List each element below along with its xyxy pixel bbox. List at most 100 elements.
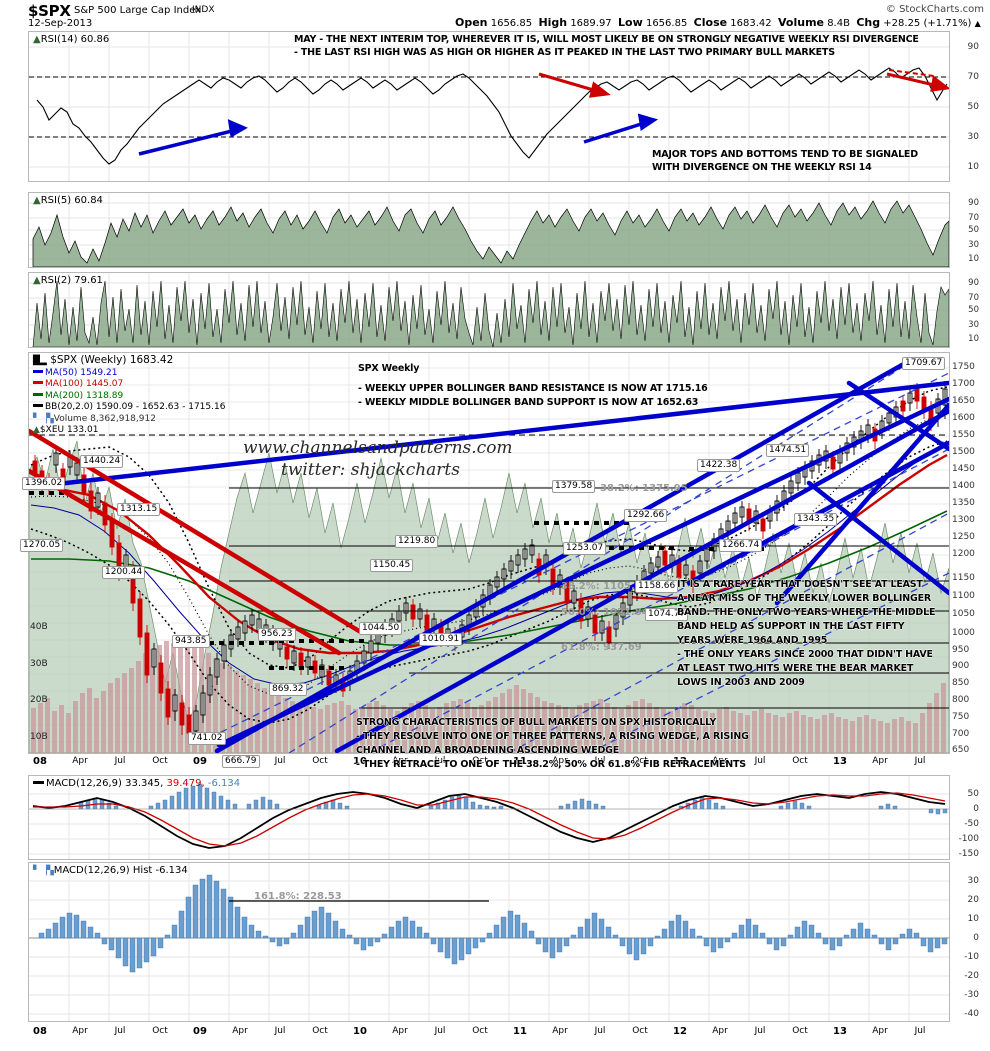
fib-618: 61.8%: 937.69 — [561, 642, 642, 653]
ma50-swatch-icon — [33, 369, 43, 373]
rsi14-tick-90: 90 — [967, 42, 979, 52]
x-tick: 08 — [33, 756, 47, 767]
ma200-swatch-icon — [33, 392, 43, 396]
x-axis-top: 08 Apr Jul Oct 09 Apr Jul Oct 10 Apr Jul… — [28, 756, 950, 770]
annotation-divergence-line2: WITH DIVERGENCE ON THE WEEKLY RSI 14 — [652, 162, 872, 173]
price-tick-1250: 1250 — [952, 532, 975, 542]
x-tick: 11 — [513, 756, 527, 767]
macd-tick-0: 0 — [973, 804, 979, 814]
price-tag: 1010.91 — [419, 633, 463, 646]
x-tick: 08 — [33, 1026, 47, 1037]
fib-500: 50.0%: 1021.84 — [561, 607, 649, 618]
price-tag: 741.02 — [188, 732, 226, 745]
legend-bollinger: BB(20,2.0) 1590.09 - 1652.63 - 1715.16 — [33, 402, 225, 414]
annotation-rsi-top-line1: MAY - THE NEXT INTERIM TOP, WHEREVER IT … — [294, 34, 919, 45]
price-tag: 1044.50 — [359, 622, 403, 635]
rsi14-label: ▲RSI(14) 60.86 — [33, 34, 110, 45]
x-tick: Jul — [594, 1026, 606, 1036]
price-tag: 1292.66 — [624, 509, 668, 522]
x-tick: Jul — [274, 1026, 286, 1036]
volume-tick-40B: 40B — [30, 622, 48, 632]
price-tag: 1253.07 — [563, 542, 607, 555]
price-tick-1200: 1200 — [952, 549, 975, 559]
price-tick-1150: 1150 — [952, 573, 975, 583]
annotation-divergence-line1: MAJOR TOPS AND BOTTOMS TEND TO BE SIGNAL… — [652, 149, 918, 160]
rsi14-tick-10: 10 — [967, 162, 979, 172]
x-tick: Oct — [312, 756, 328, 766]
legend-ma100: MA(100) 1445.07 — [33, 379, 225, 391]
rsi14-tick-50: 50 — [967, 102, 979, 112]
price-tag: 1313.15 — [117, 503, 161, 516]
x-tick: 13 — [833, 1026, 847, 1037]
volume-tick-10B: 10B — [30, 732, 48, 742]
rsi2-svg — [29, 273, 949, 347]
rsi5-tick-50: 50 — [968, 225, 979, 235]
x-tick: Jul — [594, 756, 606, 766]
chg-value: +28.25 (+1.71%) — [883, 18, 972, 29]
x-tick: 12 — [673, 756, 687, 767]
chg-label: Chg — [856, 16, 881, 29]
rsi5-label: ▲RSI(5) 60.84 — [33, 195, 103, 206]
x-tick: Jul — [434, 756, 446, 766]
rsi2-tick-30: 30 — [968, 320, 979, 330]
x-tick: 09 — [193, 756, 207, 767]
hist-tick-10: 10 — [967, 914, 979, 924]
x-tick: Apr — [712, 756, 728, 766]
symbol-ticker: $SPX — [28, 2, 71, 20]
price-tick-1000: 1000 — [952, 628, 975, 638]
x-tick: Oct — [152, 1026, 168, 1036]
x-tick: Apr — [72, 1026, 88, 1036]
price-tick-1350: 1350 — [952, 498, 975, 508]
price-tag: 943.85 — [172, 635, 210, 648]
price-tag: 956.23 — [258, 628, 296, 641]
annotation-rare-year-l4: BAND HELD AS SUPPORT IN THE LAST FIFTY — [677, 621, 905, 632]
rsi14-tick-70: 70 — [967, 72, 979, 82]
price-y-axis: 1750 1700 1650 1600 1550 1500 1450 1400 … — [952, 352, 990, 755]
hist-tick-neg20: -20 — [964, 971, 979, 981]
price-tick-650: 650 — [952, 745, 970, 755]
chg-up-arrow-icon: ▲ — [974, 19, 981, 28]
price-tick-1550: 1550 — [952, 430, 975, 440]
rsi5-panel: ▲RSI(5) 60.84 90 70 50 30 10 — [28, 192, 979, 268]
rsi5-marker-icon: ▲ — [33, 195, 41, 206]
fib-382-upper: 38.2%: 1375.95 — [600, 483, 688, 494]
rsi5-svg — [29, 193, 949, 267]
annotation-rare-year-l7: AT LEAST TWO HITS WERE THE BEAR MARKET — [677, 663, 914, 674]
hist-tick-neg30: -30 — [964, 990, 979, 1000]
price-tag: 666.79 — [222, 755, 260, 768]
x-tick: Jul — [914, 756, 926, 766]
price-tag: 1158.66 — [635, 580, 679, 593]
x-tick: Apr — [552, 1026, 568, 1036]
x-tick: 11 — [513, 1026, 527, 1037]
x-tick: Apr — [72, 756, 88, 766]
annotation-rare-year-l1: IT IS A RARE YEAR THAT DOESN'T SEE AT LE… — [677, 579, 923, 590]
price-svg — [29, 353, 949, 753]
fib-382-lower: 38.2%: 1105.69 — [561, 581, 649, 592]
x-tick: Jul — [914, 1026, 926, 1036]
price-tag: 1270.05 — [20, 539, 64, 552]
rsi2-tick-10: 10 — [968, 334, 979, 344]
watermark-twitter: twitter: shjackcharts — [281, 460, 460, 480]
price-tag: 1379.58 — [552, 480, 596, 493]
hist-tick-0: 0 — [973, 933, 979, 943]
high-value: 1689.97 — [570, 18, 612, 29]
histogram-bars-icon: ▘▕▚ — [33, 866, 54, 876]
low-label: Low — [618, 16, 643, 29]
volume-value: 8.4B — [827, 18, 850, 29]
x-tick: Jul — [754, 756, 766, 766]
price-tag: 1219.80 — [395, 535, 439, 548]
rsi2-panel: ▲RSI(2) 79.61 90 70 50 30 10 — [28, 272, 979, 348]
price-tick-1700: 1700 — [952, 379, 975, 389]
x-tick: Jul — [114, 756, 126, 766]
annotation-bull-l1: STRONG CHARACTERISTICS OF BULL MARKETS O… — [356, 717, 717, 728]
x-axis-bottom: 08 Apr Jul Oct 09 Apr Jul Oct 10 Apr Jul… — [28, 1026, 950, 1040]
macd-hist-fib-1618: 161.8%: 228.53 — [254, 891, 342, 902]
price-tag: 869.32 — [269, 683, 307, 696]
x-tick: Oct — [152, 756, 168, 766]
xeu-area-icon: ▲ — [33, 425, 40, 435]
price-tick-1400: 1400 — [952, 481, 975, 491]
annotation-bull-l3: CHANNEL AND A BROADENING ASCENDING WEDGE — [356, 745, 620, 756]
annotation-rare-year-l5: YEARS WERE 1964 AND 1995 — [677, 635, 828, 646]
x-tick: Apr — [232, 1026, 248, 1036]
price-tick-1600: 1600 — [952, 413, 975, 423]
